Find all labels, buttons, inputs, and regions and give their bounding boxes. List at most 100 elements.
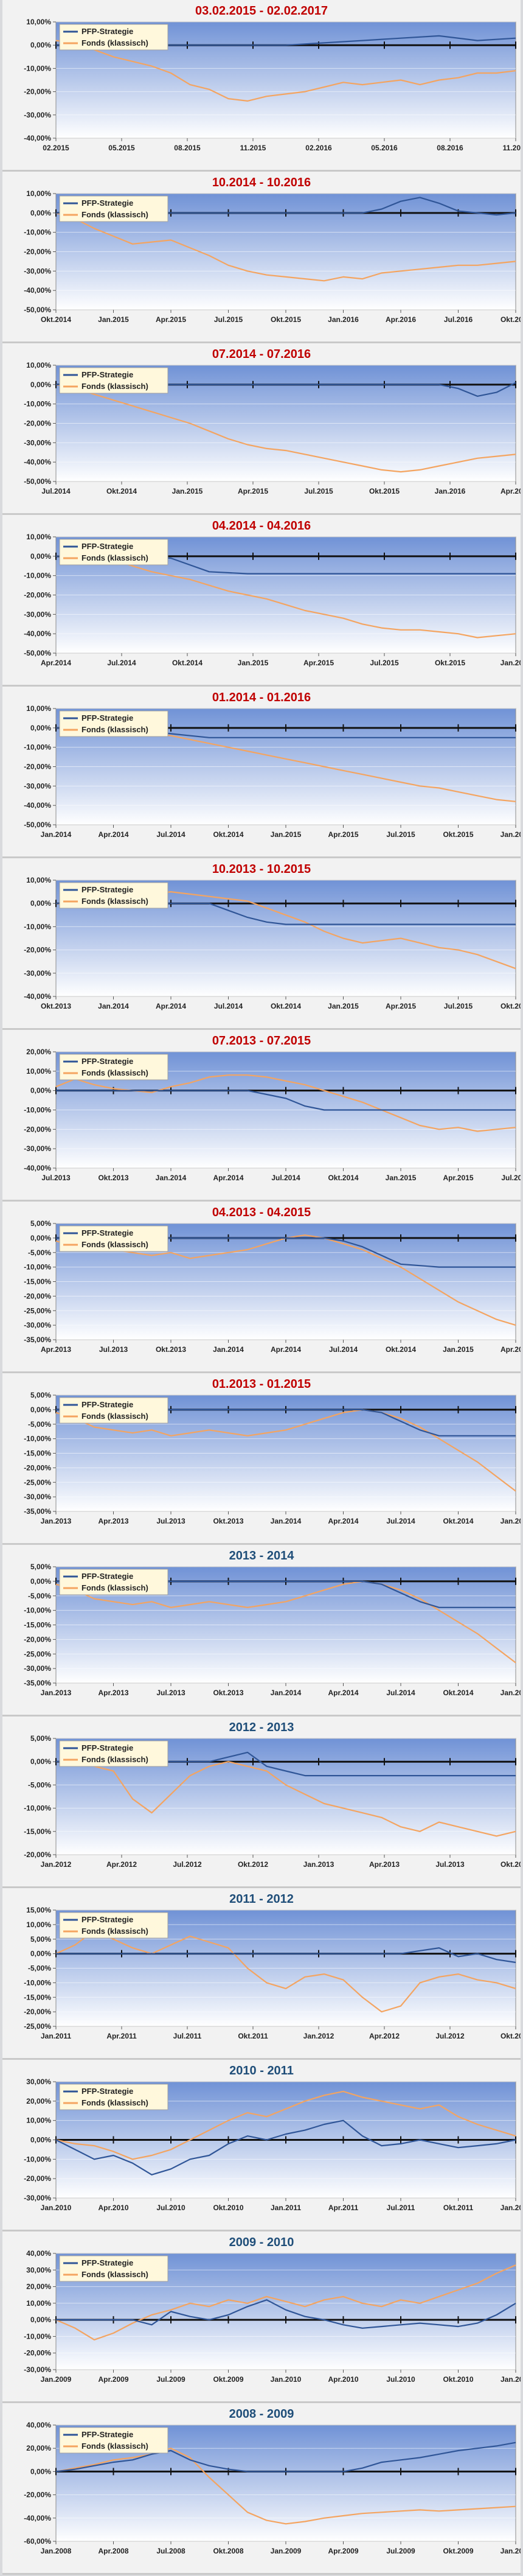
x-tick-label: Jul.2011 bbox=[173, 2032, 202, 2040]
x-tick-label: Jan.2013 bbox=[41, 1689, 72, 1697]
y-tick-label: -20,00% bbox=[24, 1125, 51, 1133]
legend-label-fonds: Fonds (klassisch) bbox=[81, 725, 148, 734]
chart-panel: 2009 - 2010 40,00% 30,00% 20,00% 10,00% 0,00%… bbox=[2, 2231, 521, 2403]
y-tick-label: -5,00% bbox=[28, 1248, 51, 1257]
x-tick-label: Apr.2015 bbox=[386, 1002, 416, 1010]
x-tick-label: 02.2015 bbox=[43, 144, 69, 152]
legend-box bbox=[59, 195, 168, 222]
y-tick-label: -10,00% bbox=[24, 743, 51, 752]
legend-label-fonds: Fonds (klassisch) bbox=[81, 38, 148, 47]
chart-svg: 10.2014 - 10.2016 10,00% 0,00% -10,00% -20,0… bbox=[24, 176, 521, 324]
legend-label-pfp: PFP-Strategie bbox=[81, 1572, 133, 1581]
x-tick-label: Jan.2012 bbox=[303, 2032, 334, 2040]
x-tick-label: Jan.2010 bbox=[271, 2375, 302, 2384]
x-tick-label: 08.2015 bbox=[174, 144, 201, 152]
x-tick-label: Jul.2009 bbox=[386, 2547, 415, 2555]
legend-label-fonds: Fonds (klassisch) bbox=[81, 1412, 148, 1421]
y-tick-label: -15,00% bbox=[24, 1621, 51, 1629]
y-tick-label: -30,00% bbox=[24, 267, 51, 275]
x-tick-label: Apr.2014 bbox=[213, 1174, 243, 1182]
y-tick-label: -30,00% bbox=[24, 1664, 51, 1673]
x-tick-label: Jul.2008 bbox=[156, 2547, 185, 2555]
x-tick-label: Jul.2009 bbox=[156, 2375, 185, 2384]
x-tick-label: Apr.2013 bbox=[41, 1345, 71, 1354]
legend-box bbox=[59, 2427, 168, 2454]
x-tick-label: Okt.2014 bbox=[328, 1174, 358, 1182]
legend-box bbox=[59, 1225, 168, 1252]
y-tick-label: 0,00% bbox=[30, 552, 51, 561]
legend-label-pfp: PFP-Strategie bbox=[81, 542, 133, 551]
y-tick-label: 5,00% bbox=[30, 1734, 51, 1743]
x-tick-label: Okt.2012 bbox=[238, 1860, 268, 1869]
series-line-pfp bbox=[56, 1090, 516, 1111]
x-tick-label: Apr.2016 bbox=[386, 315, 416, 324]
y-tick-label: -20,00% bbox=[24, 591, 51, 600]
chart-svg: 07.2014 - 07.2016 10,00% 0,00% -10,00% -20,0… bbox=[24, 348, 521, 495]
legend-label-fonds: Fonds (klassisch) bbox=[81, 553, 148, 562]
legend-box bbox=[59, 1397, 168, 1424]
y-tick-label: -5,00% bbox=[28, 1780, 51, 1789]
x-tick-label: Jul.2015 bbox=[370, 659, 399, 667]
chart-title: 10.2013 - 10.2015 bbox=[212, 863, 311, 876]
legend-box bbox=[59, 539, 168, 565]
x-tick-label: Okt.2014 bbox=[443, 1689, 473, 1697]
y-tick-label: 0,00% bbox=[30, 1405, 51, 1414]
x-tick-label: Okt.2013 bbox=[156, 1345, 186, 1354]
y-tick-label: 10,00% bbox=[26, 1067, 51, 1076]
legend-label-fonds: Fonds (klassisch) bbox=[81, 2270, 148, 2279]
x-tick-label: Jul.2014 bbox=[329, 1345, 358, 1354]
y-tick-label: -20,00% bbox=[24, 1635, 51, 1643]
x-tick-label: Apr.2013 bbox=[98, 1517, 128, 1525]
x-tick-label: Jan.2016 bbox=[328, 315, 359, 324]
y-tick-label: -35,00% bbox=[24, 1679, 51, 1687]
y-tick-label: -10,00% bbox=[24, 1606, 51, 1615]
x-tick-label: Jan.2016 bbox=[500, 830, 521, 839]
y-tick-label: -30,00% bbox=[24, 969, 51, 978]
y-tick-label: -20,00% bbox=[24, 763, 51, 771]
x-tick-label: Jan.2016 bbox=[435, 487, 466, 495]
legend-label-pfp: PFP-Strategie bbox=[81, 1057, 133, 1066]
x-tick-label: Jul.2013 bbox=[435, 1860, 465, 1869]
legend-label-pfp: PFP-Strategie bbox=[81, 1228, 133, 1237]
y-tick-label: 0,00% bbox=[30, 1577, 51, 1586]
x-tick-label: Jan.2015 bbox=[500, 1517, 521, 1525]
chart-svg: 04.2013 - 04.2015 5,00% 0,00% -5,00% -10,00%… bbox=[24, 1206, 521, 1354]
chart-panel: 10.2013 - 10.2015 10,00% 0,00% -10,00% -20,0… bbox=[2, 858, 521, 1030]
x-tick-label: Jan.2011 bbox=[41, 2032, 71, 2040]
x-tick-label: Okt.2008 bbox=[213, 2547, 243, 2555]
y-tick-label: -15,00% bbox=[24, 1827, 51, 1836]
x-tick-label: Okt.2010 bbox=[443, 2375, 473, 2384]
legend-box bbox=[59, 2255, 168, 2282]
legend-label-pfp: PFP-Strategie bbox=[81, 27, 133, 36]
x-tick-label: Okt.2015 bbox=[435, 659, 465, 667]
x-tick-label: Okt.2013 bbox=[500, 1860, 521, 1869]
chart-title: 01.2013 - 01.2015 bbox=[212, 1377, 311, 1391]
x-tick-label: Apr.2015 bbox=[238, 487, 268, 495]
x-tick-label: Jan.2014 bbox=[213, 1345, 244, 1354]
chart-panel: 04.2013 - 04.2015 5,00% 0,00% -5,00% -10,00%… bbox=[2, 1202, 521, 1373]
y-tick-label: -5,00% bbox=[28, 1964, 51, 1973]
y-tick-label: -25,00% bbox=[24, 1306, 51, 1315]
chart-panel: 2012 - 2013 5,00% 0,00% -5,00% -10,00% -15,00… bbox=[2, 1717, 521, 1888]
y-tick-label: -20,00% bbox=[24, 946, 51, 954]
x-tick-label: Jul.2013 bbox=[41, 1174, 71, 1182]
series-line-fonds bbox=[55, 553, 516, 639]
chart-svg: 04.2014 - 04.2016 10,00% 0,00% -10,00% -20,0… bbox=[24, 519, 521, 667]
y-tick-label: -40,00% bbox=[24, 458, 51, 466]
x-tick-label: 05.2016 bbox=[371, 144, 398, 152]
y-tick-label: 5,00% bbox=[30, 1219, 51, 1228]
y-tick-label: -10,00% bbox=[24, 2332, 51, 2340]
legend-box bbox=[59, 710, 168, 737]
chart-title: 2012 - 2013 bbox=[229, 1721, 294, 1734]
x-tick-label: Jan.2011 bbox=[500, 2375, 521, 2384]
chart-title: 2011 - 2012 bbox=[229, 1892, 294, 1906]
x-tick-label: Jul.2015 bbox=[214, 315, 243, 324]
x-tick-label: Okt.2016 bbox=[500, 315, 521, 324]
y-tick-label: -40,00% bbox=[24, 629, 51, 638]
x-tick-label: Jul.2012 bbox=[435, 2032, 465, 2040]
y-tick-label: 10,00% bbox=[26, 189, 51, 198]
legend-label-fonds: Fonds (klassisch) bbox=[81, 1068, 148, 1077]
x-tick-label: Apr.2008 bbox=[98, 2547, 128, 2555]
x-tick-label: Apr.2010 bbox=[98, 2203, 128, 2212]
